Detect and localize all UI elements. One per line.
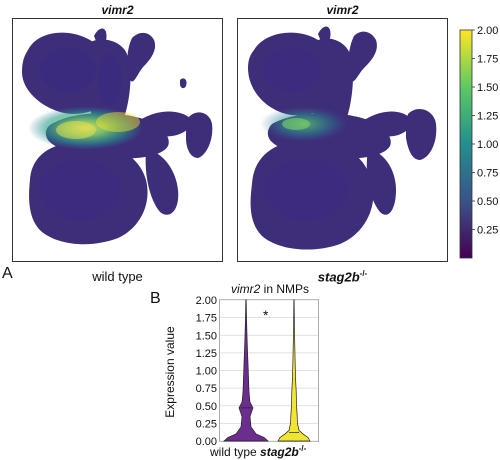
colorbar-tick-label: 1.50 <box>477 82 498 94</box>
violin-title-gene: vimr2 <box>230 282 261 296</box>
violin-x-label-mutant-genotype: -/- <box>298 444 307 453</box>
umap-left-condition: wild type <box>92 269 143 284</box>
violin-x-labels: wild type stag2b-/- <box>210 444 330 459</box>
violin-x-label-mutant: stag2b <box>260 445 299 459</box>
umap-right-condition: stag2b-/- <box>225 269 460 285</box>
violin-y-tick-labels: 0.00 0.25 0.50 0.75 1.00 1.25 1.50 1.75 2.00 <box>196 295 217 448</box>
violin-y-tick-label: 2.00 <box>196 295 217 307</box>
violin-y-tick-label: 1.75 <box>196 313 217 325</box>
colorbar-ticks: 2.00 1.75 1.50 1.25 1.00 0.75 0.50 0.25 <box>472 25 498 237</box>
umap-right-title: vimr2 <box>326 3 359 17</box>
violin-y-tick-label: 1.00 <box>196 366 217 378</box>
colorbar-tick-label: 1.25 <box>477 111 498 123</box>
umap-right-genotype: -/- <box>359 269 368 278</box>
violin-title: vimr2 in NMPs <box>205 283 335 295</box>
colorbar-tick-label: 0.25 <box>477 225 498 237</box>
violin-y-tick-label: 0.00 <box>196 436 217 448</box>
violin-plot: 0.00 0.25 0.50 0.75 1.00 1.25 1.50 1.75 2.00 <box>196 295 319 448</box>
violin-x-label-wildtype: wild type <box>210 445 257 459</box>
violin-title-rest: in NMPs <box>260 282 310 296</box>
colorbar-tick-label: 1.75 <box>477 54 498 66</box>
colorbar <box>459 29 473 259</box>
panel-a-label: A <box>2 265 13 282</box>
umap-right-gene-name: stag2b <box>317 269 360 285</box>
violin-shape <box>277 299 311 442</box>
violin-series <box>223 299 311 442</box>
violin-y-tick-label: 0.25 <box>196 418 217 430</box>
colorbar-tick-label: 1.00 <box>477 139 498 151</box>
violin-shape <box>223 299 269 442</box>
umap-left-title: vimr2 <box>101 3 134 17</box>
violin-y-tick-label: 1.50 <box>196 330 217 342</box>
violin-y-tick-label: 0.75 <box>196 383 217 395</box>
significance-marker: * <box>263 307 269 323</box>
umap-right-scatter <box>248 26 437 250</box>
panel-b-label: B <box>150 290 161 307</box>
colorbar-tick-label: 0.75 <box>477 168 498 180</box>
umap-left-scatter <box>22 28 213 245</box>
colorbar-tick-label: 2.00 <box>477 25 498 37</box>
violin-y-axis-label: Expression value <box>163 326 177 418</box>
violin-y-tick-label: 1.25 <box>196 348 217 360</box>
violin-y-tick-label: 0.50 <box>196 401 217 413</box>
colorbar-tick-label: 0.50 <box>477 196 498 208</box>
